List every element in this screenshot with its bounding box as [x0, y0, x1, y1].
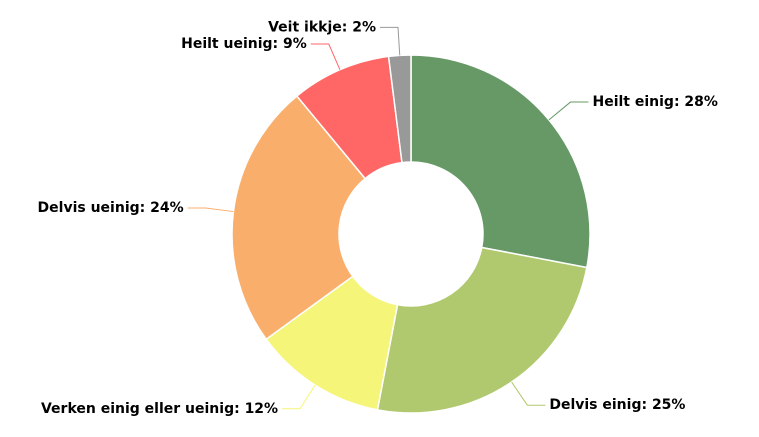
- label-connector: [380, 26, 401, 56]
- label-connector: [187, 207, 234, 213]
- data-label: Verken einig eller ueinig: 12%: [41, 401, 278, 417]
- label-connector: [548, 101, 589, 121]
- data-label: Heilt ueinig: 9%: [181, 36, 307, 52]
- data-label: Delvis einig: 25%: [549, 397, 685, 413]
- donut-slice: [231, 95, 367, 341]
- data-label: Veit ikkje: 2%: [268, 19, 376, 35]
- label-connector: [282, 384, 316, 410]
- data-label: Delvis ueinig: 24%: [38, 200, 184, 216]
- label-connector: [511, 381, 546, 406]
- label-connector: [310, 43, 341, 70]
- data-label: Heilt einig: 28%: [592, 94, 717, 110]
- donut-slice: [376, 246, 588, 414]
- donut-slice: [265, 275, 399, 411]
- donut-slice: [387, 54, 412, 164]
- donut-slice: [410, 54, 591, 269]
